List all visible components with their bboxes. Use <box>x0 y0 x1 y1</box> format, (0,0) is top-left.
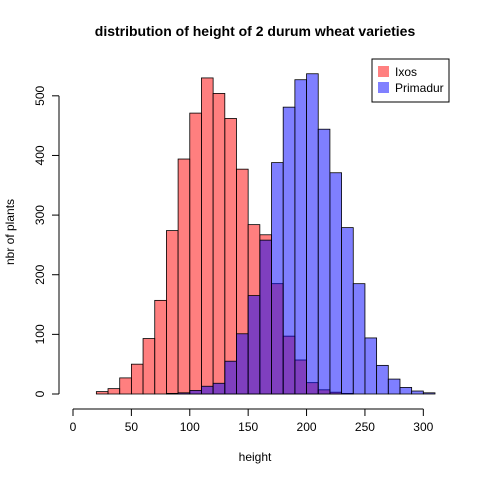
legend-swatch-primadur <box>378 82 389 93</box>
x-tick-label: 100 <box>180 420 200 434</box>
x-axis: 0 50 100 150 200 250 300 <box>70 408 434 434</box>
bar-primadur <box>224 360 237 395</box>
bar-primadur <box>387 378 401 395</box>
bar-primadur <box>352 283 366 395</box>
bar-primadur <box>166 392 179 395</box>
y-tick-label: 0 <box>33 390 47 397</box>
x-tick-label: 300 <box>413 420 433 434</box>
bar-primadur <box>376 364 389 395</box>
bar-ixos <box>107 388 121 395</box>
bar-ixos <box>177 158 191 395</box>
x-tick-label: 150 <box>238 420 258 434</box>
bar-primadur <box>399 387 413 395</box>
x-tick-label: 50 <box>125 420 139 434</box>
bar-primadur <box>271 162 284 395</box>
bar-ixos <box>154 299 167 395</box>
x-tick-label: 200 <box>297 420 317 434</box>
series-primadur <box>166 73 436 395</box>
bar-primadur <box>294 79 307 395</box>
bar-ixos <box>119 377 132 395</box>
bar-primadur <box>306 73 319 395</box>
bar-ixos <box>130 363 144 395</box>
y-tick-label: 200 <box>33 264 47 284</box>
bar-primadur <box>329 172 342 395</box>
bar-primadur <box>317 128 331 395</box>
legend-swatch-ixos <box>378 66 389 77</box>
bar-primadur <box>341 227 354 395</box>
chart-title: distribution of height of 2 durum wheat … <box>95 23 416 39</box>
x-axis-label: height <box>239 450 272 464</box>
bar-primadur <box>177 392 191 395</box>
bar-primadur <box>212 382 226 395</box>
bar-primadur <box>259 239 272 395</box>
bar-ixos <box>189 112 202 395</box>
bar-primadur <box>422 392 436 395</box>
bar-primadur <box>189 390 202 395</box>
bar-ixos <box>212 93 226 395</box>
bar-primadur <box>201 385 214 395</box>
x-tick-label: 250 <box>355 420 375 434</box>
y-tick-label: 100 <box>33 324 47 344</box>
bar-primadur <box>364 337 378 395</box>
y-tick-label: 300 <box>33 205 47 225</box>
bar-ixos <box>201 77 214 395</box>
bar-ixos <box>166 230 179 395</box>
x-tick-label: 0 <box>70 420 77 434</box>
plot-area <box>95 73 436 395</box>
y-axis: 0 100 200 300 400 500 <box>33 85 60 397</box>
legend: Ixos Primadur <box>371 58 450 103</box>
bar-primadur <box>236 333 249 395</box>
bar-primadur <box>411 390 424 395</box>
y-axis-label: nbr of plants <box>3 199 17 265</box>
legend-label-primadur: Primadur <box>395 81 444 95</box>
legend-label-ixos: Ixos <box>395 65 417 79</box>
bar-ixos <box>142 338 156 395</box>
bar-primadur <box>282 106 296 395</box>
y-tick-label: 500 <box>33 85 47 105</box>
bar-primadur <box>247 295 261 395</box>
bar-ixos <box>95 391 109 395</box>
bar-ixos <box>224 118 237 395</box>
y-tick-label: 400 <box>33 145 47 165</box>
